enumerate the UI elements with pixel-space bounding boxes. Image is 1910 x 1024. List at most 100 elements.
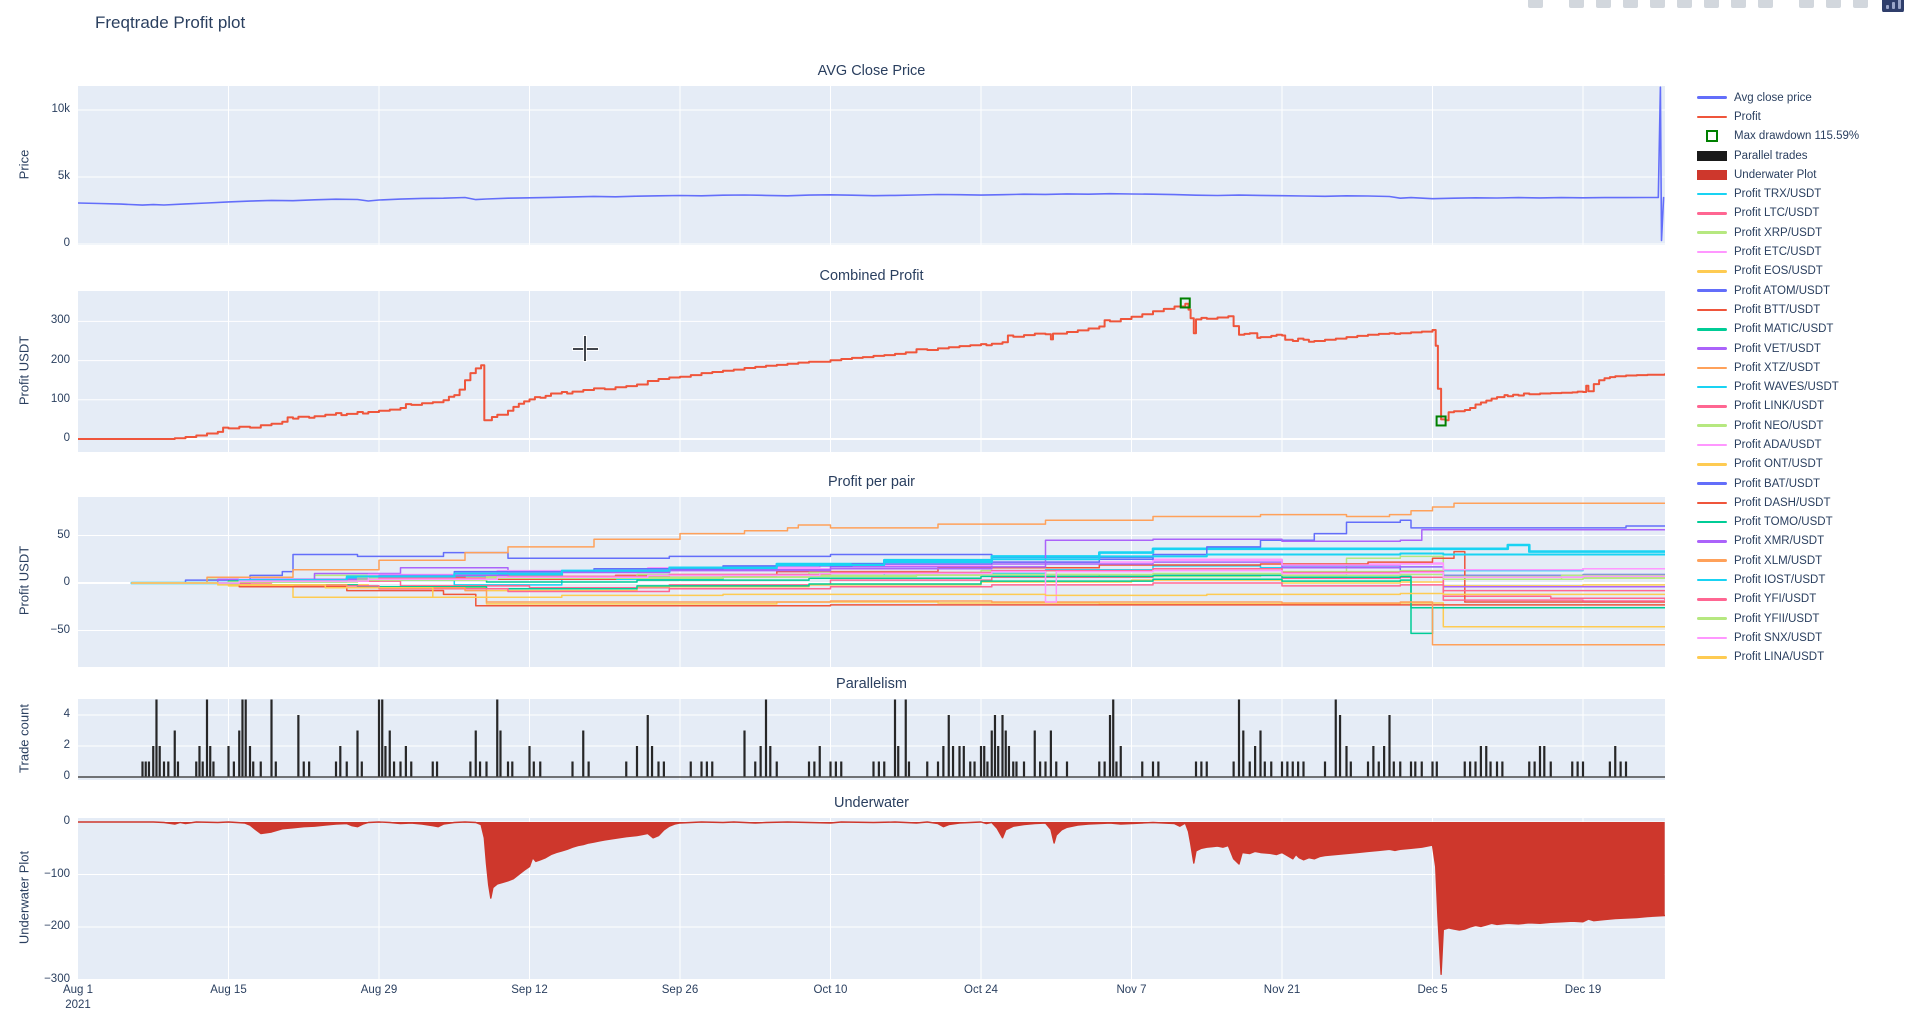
trace-profit-lina-usdt xyxy=(131,582,1665,599)
legend-item[interactable]: Profit NEO/USDT xyxy=(1697,416,1907,435)
legend-item-label: Profit DASH/USDT xyxy=(1734,496,1831,509)
legend-swatch-icon xyxy=(1697,540,1727,543)
legend-swatch-icon xyxy=(1697,250,1727,254)
trace-profit-link-usdt xyxy=(131,582,1665,602)
legend-item[interactable]: Profit BTT/USDT xyxy=(1697,300,1907,319)
plot-area-3[interactable] xyxy=(78,699,1665,780)
legend-item-label: Profit xyxy=(1734,110,1761,123)
legend-item[interactable]: Profit ADA/USDT xyxy=(1697,435,1907,454)
legend-item[interactable]: Profit EOS/USDT xyxy=(1697,262,1907,281)
trace-profit-snx-usdt xyxy=(131,569,1665,603)
legend-item-label: Profit VET/USDT xyxy=(1734,342,1821,355)
legend-item-label: Profit LTC/USDT xyxy=(1734,207,1820,220)
legend-item[interactable]: Profit IOST/USDT xyxy=(1697,570,1907,589)
plot-area-1[interactable] xyxy=(78,291,1665,452)
figure-title: Freqtrade Profit plot xyxy=(95,13,246,32)
legend-item-label: Underwater Plot xyxy=(1734,168,1817,181)
legend-item[interactable]: Profit VET/USDT xyxy=(1697,339,1907,358)
legend-item[interactable]: Profit DASH/USDT xyxy=(1697,493,1907,512)
reset-axes-icon[interactable] xyxy=(1758,0,1773,8)
legend-swatch-icon xyxy=(1697,578,1727,582)
legend-item[interactable]: Profit ONT/USDT xyxy=(1697,455,1907,474)
legend-item[interactable]: Profit MATIC/USDT xyxy=(1697,320,1907,339)
legend-item-label: Profit LINK/USDT xyxy=(1734,400,1825,413)
autoscale-icon[interactable] xyxy=(1731,0,1746,8)
legend-item-label: Profit SNX/USDT xyxy=(1734,631,1823,644)
lasso-select-icon[interactable] xyxy=(1650,0,1665,8)
legend-item[interactable]: Profit ATOM/USDT xyxy=(1697,281,1907,300)
max-drawdown-marker-icon xyxy=(1697,130,1727,143)
y-tick-label: 200 xyxy=(50,353,70,366)
legend-item-label: Avg close price xyxy=(1734,91,1812,104)
subplot-title-3: Parallelism xyxy=(836,676,907,692)
plotly-logo-icon[interactable] xyxy=(1882,0,1904,12)
download-plot-as-png-icon[interactable] xyxy=(1528,0,1543,8)
legend-item[interactable]: Profit ETC/USDT xyxy=(1697,242,1907,261)
plot-area-0[interactable] xyxy=(78,86,1665,245)
legend-swatch-icon xyxy=(1697,520,1727,524)
x-tick-label: Oct 10 xyxy=(813,984,848,996)
x-tick-label: Sep 12 xyxy=(511,984,548,996)
trace-profit-dash-usdt xyxy=(131,582,1665,607)
legend-item[interactable]: Profit XTZ/USDT xyxy=(1697,358,1907,377)
trace-profit-xlm-usdt xyxy=(131,582,1665,646)
legend: Avg close price Profit Max drawdown 115.59… xyxy=(1697,88,1907,667)
legend-item[interactable]: Profit xyxy=(1697,107,1907,126)
y-tick-label: −200 xyxy=(44,920,70,932)
y-axis-title-0: Price xyxy=(16,149,32,179)
pan-icon[interactable] xyxy=(1596,0,1611,8)
legend-item[interactable]: Profit XMR/USDT xyxy=(1697,532,1907,551)
legend-item[interactable]: Profit XLM/USDT xyxy=(1697,551,1907,570)
y-tick-label: 0 xyxy=(63,770,70,782)
legend-item[interactable]: Profit TOMO/USDT xyxy=(1697,513,1907,532)
zoom-in-icon[interactable] xyxy=(1677,0,1692,8)
y-axis-title-4: Underwater Plot xyxy=(16,850,32,944)
box-select-icon[interactable] xyxy=(1623,0,1638,8)
trace-profit xyxy=(78,302,1665,440)
y-tick-label: 10k xyxy=(51,103,70,115)
legend-item[interactable]: Profit LTC/USDT xyxy=(1697,204,1907,223)
legend-item[interactable]: Profit TRX/USDT xyxy=(1697,184,1907,203)
legend-item[interactable]: Avg close price xyxy=(1697,88,1907,107)
legend-item-label: Profit ONT/USDT xyxy=(1734,458,1823,471)
legend-item-label: Profit XMR/USDT xyxy=(1734,535,1825,548)
toggle-spike-lines-icon[interactable] xyxy=(1799,0,1814,8)
legend-swatch-icon xyxy=(1697,366,1727,370)
legend-item[interactable]: Profit YFII/USDT xyxy=(1697,609,1907,628)
legend-item-label: Profit BTT/USDT xyxy=(1734,303,1821,316)
legend-swatch-icon xyxy=(1697,231,1727,235)
compare-data-on-hover-icon[interactable] xyxy=(1853,0,1868,8)
legend-swatch-icon xyxy=(1697,192,1727,196)
legend-item-label: Profit BAT/USDT xyxy=(1734,477,1821,490)
legend-item-label: Profit YFI/USDT xyxy=(1734,593,1817,606)
legend-item-label: Profit ATOM/USDT xyxy=(1734,284,1831,297)
legend-item[interactable]: Profit LINA/USDT xyxy=(1697,648,1907,667)
subplot-title-2: Profit per pair xyxy=(827,474,916,490)
x-tick-label: Nov 21 xyxy=(1263,984,1301,996)
plot-area-2[interactable] xyxy=(78,497,1665,667)
y-tick-label: −50 xyxy=(50,623,70,636)
zoom-out-icon[interactable] xyxy=(1704,0,1719,8)
legend-item[interactable]: Profit WAVES/USDT xyxy=(1697,377,1907,396)
legend-item-label: Profit TOMO/USDT xyxy=(1734,516,1833,529)
x-tick-label: Dec 19 xyxy=(1564,984,1602,996)
legend-item[interactable]: Max drawdown 115.59% xyxy=(1697,127,1907,146)
legend-swatch-icon xyxy=(1697,443,1727,447)
legend-item-label: Profit ETC/USDT xyxy=(1734,246,1822,259)
zoom-icon[interactable] xyxy=(1569,0,1584,8)
legend-item[interactable]: Profit XRP/USDT xyxy=(1697,223,1907,242)
legend-swatch-icon xyxy=(1697,617,1727,620)
legend-swatch-icon xyxy=(1697,212,1727,215)
legend-item[interactable]: Profit YFI/USDT xyxy=(1697,590,1907,609)
y-tick-label: 5k xyxy=(57,170,70,182)
y-tick-label: 4 xyxy=(63,708,70,720)
show-closest-data-on-hover-icon[interactable] xyxy=(1826,0,1841,8)
legend-item[interactable]: Profit LINK/USDT xyxy=(1697,397,1907,416)
legend-item[interactable]: Profit SNX/USDT xyxy=(1697,628,1907,647)
plot-area-4[interactable] xyxy=(78,818,1665,979)
legend-item[interactable]: Parallel trades xyxy=(1697,146,1907,165)
legend-item[interactable]: Profit BAT/USDT xyxy=(1697,474,1907,493)
legend-item[interactable]: Underwater Plot xyxy=(1697,165,1907,184)
legend-swatch-icon xyxy=(1697,655,1727,659)
legend-item-label: Profit XLM/USDT xyxy=(1734,554,1823,567)
